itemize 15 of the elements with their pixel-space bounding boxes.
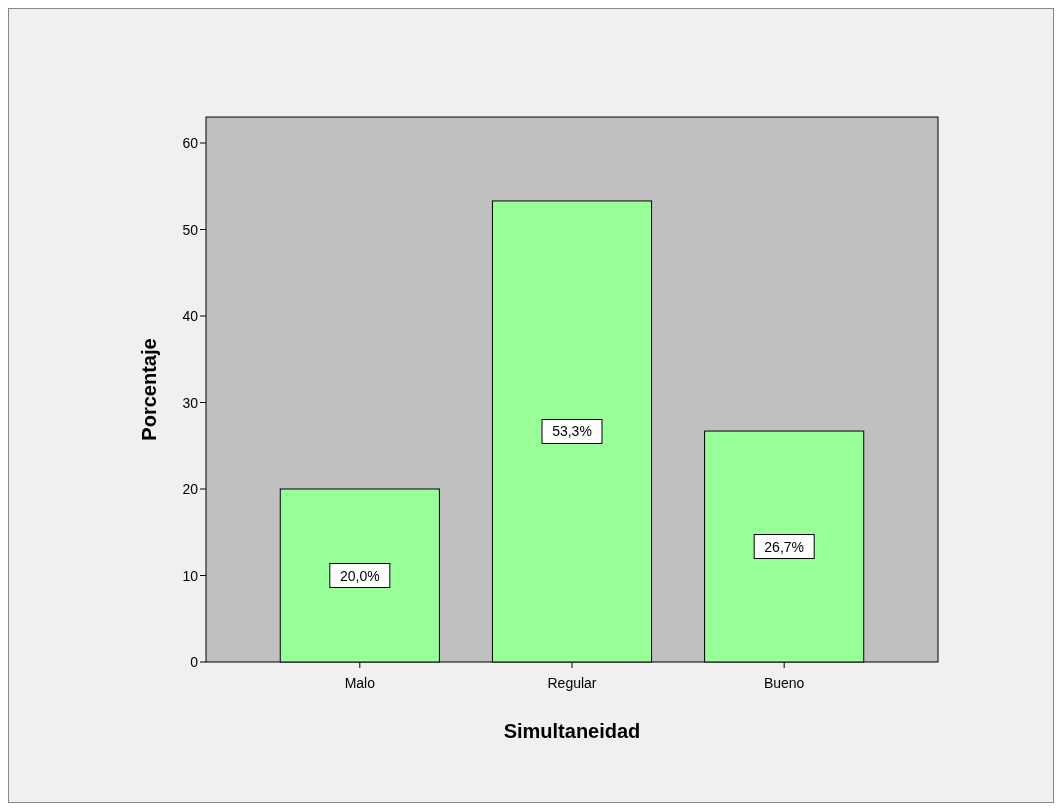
y-tick-label: 0 <box>190 654 199 670</box>
data-label: 26,7% <box>764 538 805 555</box>
y-tick-label: 30 <box>182 394 199 411</box>
y-tick-label: 10 <box>182 567 199 584</box>
data-label: 20,0% <box>339 567 380 584</box>
x-tick-label: Bueno <box>763 675 805 691</box>
y-axis-title: Porcentaje <box>138 338 160 441</box>
y-tick-label: 50 <box>182 221 199 238</box>
y-tick-label: 20 <box>182 481 199 497</box>
x-tick-label: Regular <box>547 675 597 691</box>
y-tick-label: 60 <box>182 135 199 151</box>
x-tick-label: Malo <box>344 675 376 691</box>
data-label: 53,3% <box>552 423 592 440</box>
x-axis-title: Simultaneidad <box>503 720 641 742</box>
y-tick-label: 40 <box>182 308 199 324</box>
